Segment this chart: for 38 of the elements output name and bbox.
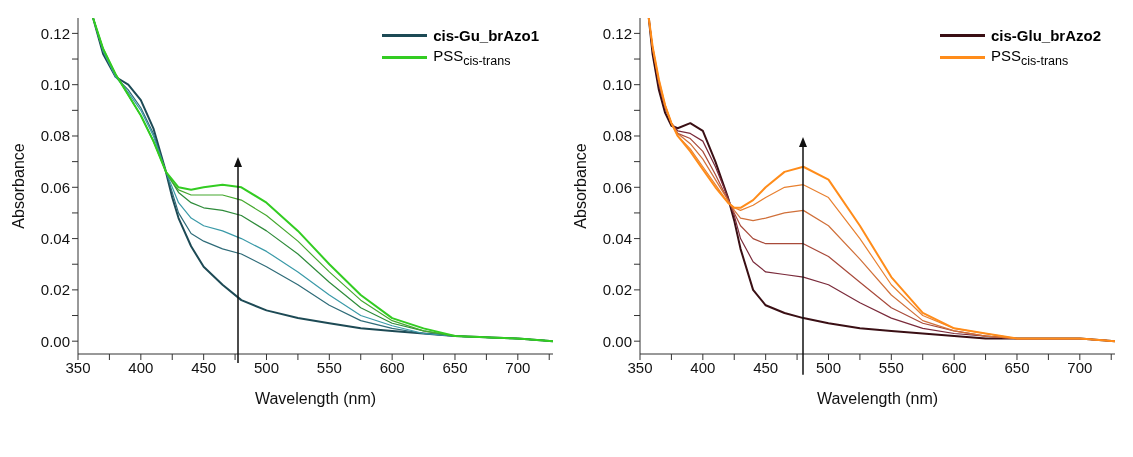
- x-tick-label: 650: [1004, 358, 1030, 376]
- x-tick-label: 500: [815, 358, 842, 376]
- y-tick-label: 0.04: [602, 229, 632, 247]
- x-tick-label: 450: [191, 358, 217, 376]
- x-tick-label: 600: [379, 358, 405, 376]
- x-tick-label: 450: [753, 358, 779, 376]
- x-tick-label: 350: [65, 358, 91, 376]
- y-tick-label: 0.12: [40, 24, 70, 42]
- y-axis-title: Absorbance: [571, 143, 589, 229]
- legend-label: cis-Gu_brAzo1: [433, 26, 539, 44]
- legend-label: cis-Glu_brAzo2: [990, 26, 1101, 44]
- x-tick-label: 650: [442, 358, 468, 376]
- y-tick-label: 0.06: [602, 178, 632, 196]
- x-tick-label: 500: [253, 358, 280, 376]
- y-tick-label: 0.10: [602, 76, 632, 94]
- legend-label: PSS$_{cis-trans}$: [990, 46, 1069, 68]
- y-tick-label: 0.08: [602, 127, 632, 145]
- x-tick-label: 550: [878, 358, 904, 376]
- y-tick-label: 0.00: [40, 332, 70, 350]
- y-tick-label: 0.10: [40, 76, 70, 94]
- legend-label: PSS$_{cis-trans}$: [433, 46, 511, 68]
- x-tick-label: 550: [316, 358, 342, 376]
- y-tick-label: 0.06: [40, 178, 70, 196]
- y-tick-label: 0.02: [602, 281, 632, 299]
- y-axis-title: Absorbance: [9, 143, 27, 229]
- y-tick-label: 0.02: [40, 281, 70, 299]
- x-tick-label: 700: [505, 358, 531, 376]
- x-tick-label: 600: [941, 358, 967, 376]
- x-axis-title: Wavelength (nm): [254, 390, 377, 407]
- x-tick-label: 400: [128, 358, 154, 376]
- x-tick-label: 400: [690, 358, 716, 376]
- y-tick-label: 0.04: [40, 229, 70, 247]
- y-tick-label: 0.00: [602, 332, 632, 350]
- x-tick-label: 350: [627, 358, 653, 376]
- y-tick-label: 0.08: [40, 127, 70, 145]
- x-tick-label: 700: [1067, 358, 1093, 376]
- x-axis-title: Wavelength (nm): [816, 390, 939, 407]
- y-tick-label: 0.12: [602, 24, 632, 42]
